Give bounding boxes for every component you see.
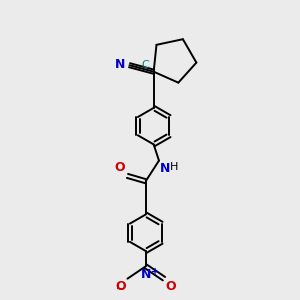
- Text: +: +: [151, 267, 159, 277]
- Text: −: −: [116, 284, 126, 294]
- Text: C: C: [142, 60, 149, 70]
- Text: O: O: [115, 161, 125, 174]
- Text: N: N: [140, 268, 151, 281]
- Text: N: N: [115, 58, 126, 71]
- Text: N: N: [160, 162, 170, 175]
- Text: H: H: [170, 162, 178, 172]
- Text: O: O: [165, 280, 176, 292]
- Text: O: O: [116, 280, 126, 292]
